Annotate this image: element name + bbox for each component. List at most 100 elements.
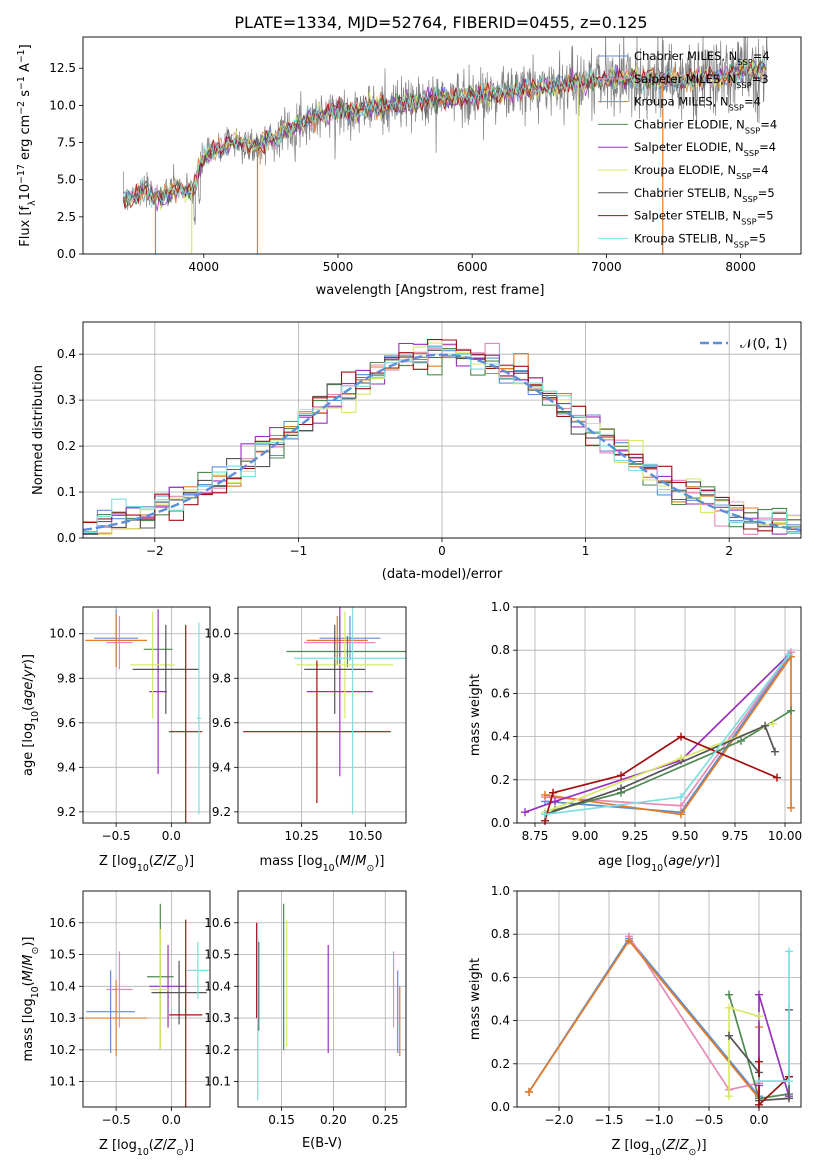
label-part: yr [696, 854, 712, 869]
y-tick-label: 0.0 [491, 1100, 510, 1114]
x-tick-label: 2 [725, 544, 733, 558]
mass_vs_ebv-frame [237, 890, 407, 1108]
gaussian-curve [83, 353, 801, 532]
plus-marker [787, 706, 795, 715]
age_vs_mass-x-label: mass [log10(M/M⊙)] [260, 854, 385, 874]
x-tick-label: 0.15 [268, 1113, 295, 1127]
plus-marker [677, 793, 685, 802]
y-tick-label: 10.3 [204, 1011, 231, 1025]
label-part: 10 [18, 184, 33, 201]
mass-weight-line [544, 651, 792, 807]
y-tick-label: 0.0 [491, 816, 510, 830]
label-part: 10 [137, 1147, 149, 1158]
x-tick-label: 9.75 [722, 829, 749, 843]
label-part: / [351, 854, 356, 869]
y-tick-label: 0.4 [57, 347, 76, 361]
label-part: M [21, 955, 36, 966]
label-part: =4 [760, 117, 777, 131]
massweight_vs_age-frame [516, 606, 802, 824]
plus-marker [677, 810, 685, 819]
residual-histogram [83, 339, 801, 532]
legend-entry: Chabrier MILES, NSSP=4 [634, 49, 770, 67]
label-part: Z [665, 1138, 676, 1153]
spectrum-x-label: wavelength [Angstrom, rest frame] [316, 283, 545, 298]
mass-weight-line [628, 935, 760, 1091]
plus-marker [755, 1100, 763, 1109]
label-part: Z [153, 854, 164, 869]
x-tick-label: 6000 [457, 260, 488, 274]
x-tick-label: −0.5 [102, 829, 131, 843]
y-tick-label: 9.8 [212, 671, 231, 685]
x-tick-label: −1.5 [594, 1113, 623, 1127]
age_vs_Z-frame [82, 606, 211, 824]
y-tick-label: 7.5 [57, 136, 76, 150]
y-tick-label: 12.5 [49, 61, 76, 75]
label-part: (0, 1) [752, 337, 787, 352]
spectrum-y-label: Flux [fλ10−17 erg cm−2 s−1 A−1] [16, 44, 38, 246]
plus-marker [737, 736, 745, 745]
x-tick-label: 5000 [323, 260, 354, 274]
mass-weight-line [544, 735, 778, 822]
plus-marker [525, 1087, 533, 1096]
y-tick-label: 10.4 [49, 979, 76, 993]
label-part: SSP [742, 194, 757, 204]
label-part: ( [149, 1138, 154, 1153]
label-part: Chabrier ELODIE, N [634, 117, 745, 131]
residuals-y-label: Normed distribution [31, 365, 46, 495]
age_vs_Z-y-label: age [log10(age/yr)] [21, 654, 41, 776]
axes-age_vs_Z: −0.5 0.09.29.49.69.810.0Z [log10(Z/Z⊙)]ag… [21, 607, 210, 874]
legend-entry: Kroupa ELODIE, NSSP=4 [634, 163, 769, 181]
y-tick-label: 0.1 [57, 485, 76, 499]
plus-marker [785, 1094, 793, 1103]
plus-marker [773, 773, 781, 782]
y-tick-label: 0.2 [491, 1057, 510, 1071]
y-tick-label: 0.6 [491, 970, 510, 984]
x-tick-label: 0.0 [749, 1113, 768, 1127]
plus-marker [771, 747, 779, 756]
model-spectrum-line [122, 59, 767, 209]
model-spectrum-line [122, 61, 767, 210]
plus-marker [625, 936, 633, 945]
age_vs_mass-frame [237, 606, 407, 824]
x-tick-label: 0.0 [162, 1113, 181, 1127]
label-part: ⊙ [30, 947, 41, 955]
label-part: age [log [21, 723, 36, 776]
x-tick-label: 0.0 [162, 829, 181, 843]
figure-title: PLATE=1334, MJD=52764, FIBERID=0455, z=0… [234, 13, 647, 32]
mass_vs_Z-x-label: Z [log10(Z/Z⊙)] [99, 1138, 194, 1158]
x-tick-label: 0.20 [320, 1113, 347, 1127]
label-part: =4 [744, 95, 761, 109]
label-part: erg cm [18, 115, 33, 164]
label-part: =5 [749, 231, 766, 245]
y-tick-label: 10.5 [49, 948, 76, 962]
label-part: SSP [736, 80, 751, 90]
massweight_vs_age-y-label: mass weight [468, 674, 483, 756]
plus-marker [755, 990, 763, 999]
label-part: / [692, 854, 697, 869]
label-part: SSP [744, 148, 759, 158]
mass-weight-line [528, 937, 760, 1097]
label-part: ( [661, 1138, 666, 1153]
label-part: )] [374, 854, 384, 869]
label-part: Z [166, 854, 177, 869]
y-tick-label: 0.2 [57, 439, 76, 453]
label-part: SSP [729, 103, 744, 113]
legend-entry: Salpeter ELODIE, NSSP=4 [634, 140, 776, 158]
label-part: ( [335, 854, 340, 869]
y-tick-label: 9.4 [212, 760, 231, 774]
label-part: / [675, 1138, 680, 1153]
label-part: ( [21, 706, 36, 711]
x-tick-label: 8000 [725, 260, 756, 274]
axes-mass_vs_ebv: 0.15 0.20 0.25 10.1 10.2 10.3 10.4 10.5 10.6 [204, 891, 406, 1127]
y-tick-label: 0.2 [491, 773, 510, 787]
label-part: age [21, 682, 36, 706]
plus-marker [761, 721, 769, 730]
massweight_vs_Z-y-label: mass weight [468, 958, 483, 1040]
y-tick-label: 9.2 [212, 805, 231, 819]
label-part: Kroupa MILES, N [634, 95, 729, 109]
legend-entry: Chabrier ELODIE, NSSP=4 [634, 117, 777, 135]
y-tick-label: 0.6 [491, 686, 510, 700]
label-part: ( [663, 854, 668, 869]
mass-weight-line [759, 951, 790, 1082]
label-part: ( [21, 981, 36, 986]
